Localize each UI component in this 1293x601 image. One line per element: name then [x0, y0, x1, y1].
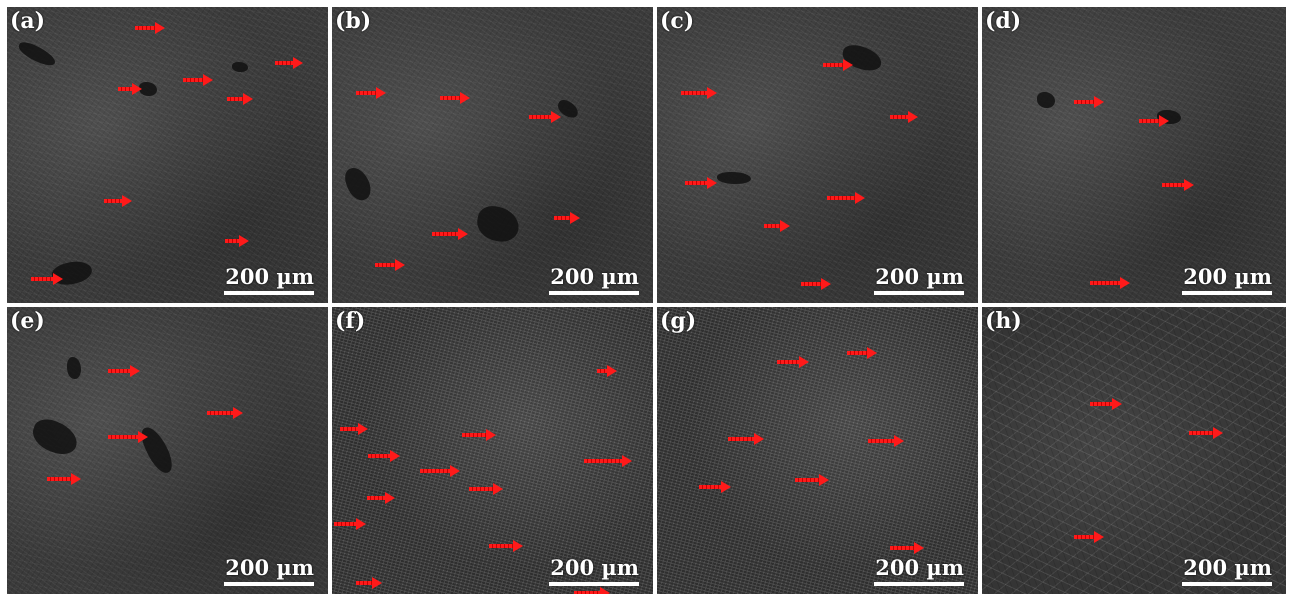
red-arrow-marker — [1090, 398, 1122, 410]
panel-label: (h) — [985, 308, 1022, 334]
scale-bar — [224, 291, 314, 295]
red-arrow-marker — [1090, 277, 1130, 289]
red-arrow-marker — [275, 57, 303, 69]
scale-bar-label: 200 µm — [875, 555, 964, 580]
red-arrow-marker — [47, 473, 81, 485]
red-arrow-marker — [868, 435, 904, 447]
red-arrow-marker — [367, 492, 395, 504]
red-arrow-marker — [1162, 179, 1194, 191]
panel-h: (h) 200 µm — [982, 307, 1286, 594]
pore-defect — [474, 203, 522, 245]
red-arrow-marker — [890, 111, 918, 123]
red-arrow-marker — [1074, 96, 1104, 108]
red-arrow-marker — [225, 235, 249, 247]
red-arrow-marker — [356, 577, 382, 589]
red-arrow-marker — [584, 455, 632, 467]
red-arrow-marker — [135, 22, 165, 34]
red-arrow-marker — [334, 518, 366, 530]
red-arrow-marker — [574, 587, 610, 594]
panel-label: (a) — [10, 8, 46, 34]
red-arrow-marker — [681, 87, 717, 99]
scale-bar — [1182, 582, 1272, 586]
scale-bar — [874, 291, 964, 295]
red-arrow-marker — [728, 433, 764, 445]
red-arrow-marker — [777, 356, 809, 368]
red-arrow-marker — [227, 93, 253, 105]
panel-b: (b) 200 µm — [332, 7, 653, 303]
red-arrow-marker — [801, 278, 831, 290]
red-arrow-marker — [1139, 115, 1169, 127]
red-arrow-marker — [597, 365, 617, 377]
panel-f: (f) 200 µm — [332, 307, 653, 594]
panel-c: (c) 200 µm — [657, 7, 978, 303]
panel-label: (b) — [335, 8, 372, 34]
panel-label: (d) — [985, 8, 1022, 34]
red-arrow-marker — [375, 259, 405, 271]
pore-defect — [341, 164, 375, 204]
pore-defect — [15, 39, 59, 69]
red-arrow-marker — [489, 540, 523, 552]
red-arrow-marker — [420, 465, 460, 477]
red-arrow-marker — [1074, 531, 1104, 543]
red-arrow-marker — [685, 177, 717, 189]
scale-bar-label: 200 µm — [1183, 555, 1272, 580]
red-arrow-marker — [529, 111, 561, 123]
pore-defect — [717, 172, 751, 184]
red-arrow-marker — [764, 220, 790, 232]
pore-defect — [139, 82, 157, 96]
red-arrow-marker — [823, 59, 853, 71]
red-arrow-marker — [207, 407, 243, 419]
scale-bar-label: 200 µm — [225, 264, 314, 289]
scale-bar — [1182, 291, 1272, 295]
red-arrow-marker — [118, 83, 142, 95]
scale-bar-label: 200 µm — [1183, 264, 1272, 289]
scale-bar-label: 200 µm — [550, 555, 639, 580]
red-arrow-marker — [795, 474, 829, 486]
red-arrow-marker — [31, 273, 63, 285]
red-arrow-marker — [469, 483, 503, 495]
scale-bar — [224, 582, 314, 586]
scale-bar-label: 200 µm — [875, 264, 964, 289]
red-arrow-marker — [183, 74, 213, 86]
panel-d: (d) 200 µm — [982, 7, 1286, 303]
pore-defect — [232, 62, 248, 72]
panel-label: (e) — [10, 308, 45, 334]
panel-g: (g) 200 µm — [657, 307, 978, 594]
red-arrow-marker — [368, 450, 400, 462]
red-arrow-marker — [440, 92, 470, 104]
panel-label: (f) — [335, 308, 366, 334]
red-arrow-marker — [554, 212, 580, 224]
scale-bar — [549, 291, 639, 295]
red-arrow-marker — [1189, 427, 1223, 439]
red-arrow-marker — [356, 87, 386, 99]
panel-label: (c) — [660, 8, 695, 34]
panel-label: (g) — [660, 308, 697, 334]
scale-bar — [874, 582, 964, 586]
panel-e: (e) 200 µm — [7, 307, 328, 594]
pore-defect — [28, 415, 82, 459]
panel-a: (a) 200 µm — [7, 7, 328, 303]
red-arrow-marker — [432, 228, 468, 240]
scale-bar — [549, 582, 639, 586]
red-arrow-marker — [104, 195, 132, 207]
red-arrow-marker — [340, 423, 368, 435]
scale-bar-label: 200 µm — [225, 555, 314, 580]
red-arrow-marker — [890, 542, 924, 554]
pore-defect — [67, 357, 81, 379]
red-arrow-marker — [108, 431, 148, 445]
scale-bar-label: 200 µm — [550, 264, 639, 289]
red-arrow-marker — [827, 192, 865, 204]
red-arrow-marker — [108, 365, 140, 377]
red-arrow-marker — [699, 481, 731, 493]
pore-defect — [1037, 92, 1055, 108]
red-arrow-marker — [847, 347, 877, 359]
red-arrow-marker — [462, 429, 496, 441]
